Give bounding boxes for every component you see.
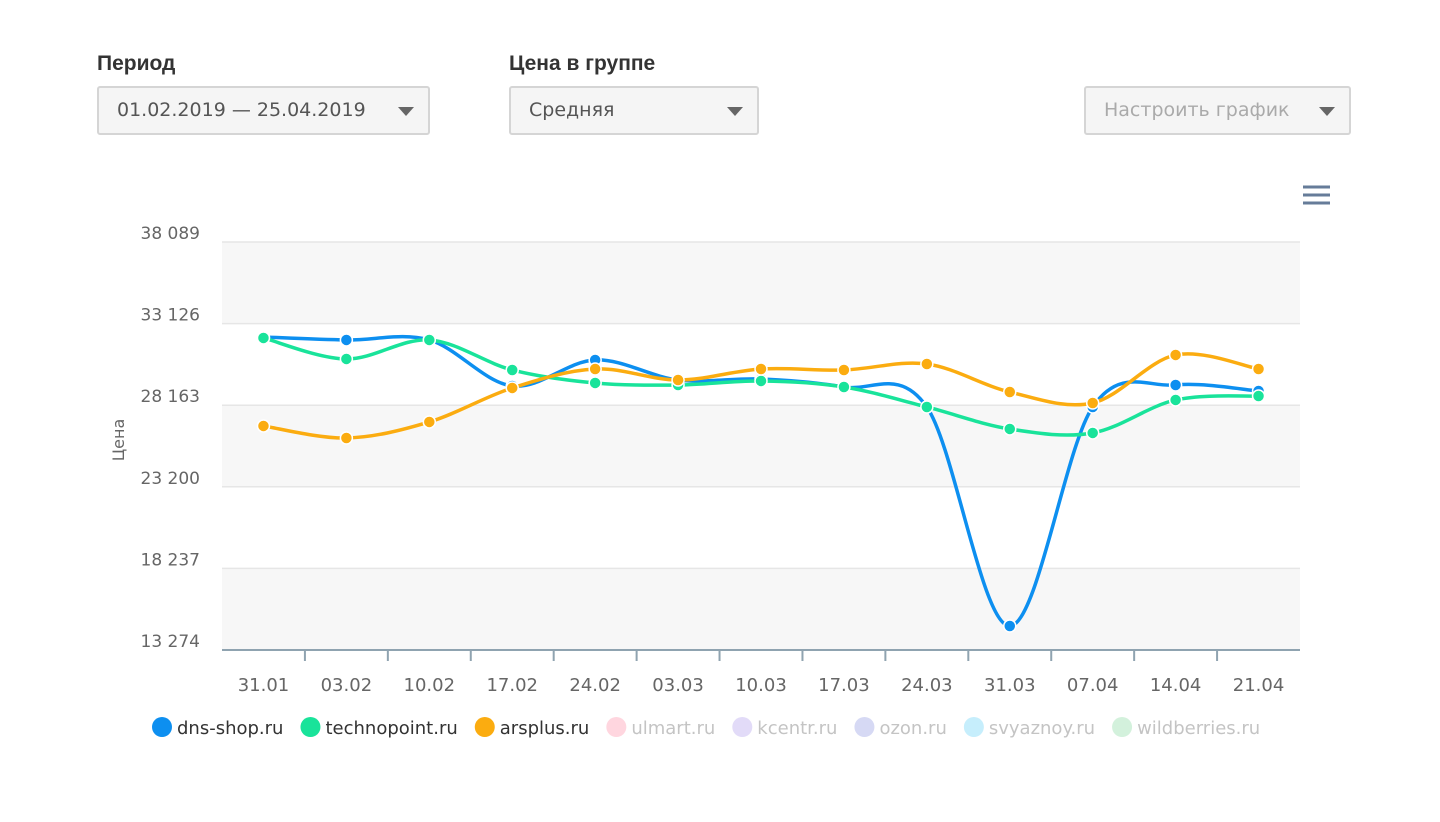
x-tick-label: 24.02 xyxy=(569,675,621,696)
legend-label: arsplus.ru xyxy=(500,718,590,739)
x-tick-label: 03.02 xyxy=(321,675,373,696)
legend-label: ulmart.ru xyxy=(631,718,715,739)
point-marker xyxy=(422,333,437,347)
x-tick-label: 14.04 xyxy=(1150,675,1202,696)
price-select[interactable]: Средняя xyxy=(509,86,759,135)
point-marker xyxy=(1168,378,1183,392)
point-marker xyxy=(1085,426,1100,440)
legend-symbol xyxy=(1112,717,1133,737)
x-tick-label: 21.04 xyxy=(1233,675,1285,696)
legend-symbol xyxy=(854,717,875,737)
point-marker xyxy=(1003,422,1017,436)
point-marker xyxy=(671,373,685,387)
point-marker xyxy=(339,352,354,366)
x-tick-label: 31.01 xyxy=(238,675,290,696)
menu-icon[interactable] xyxy=(1303,185,1330,205)
point-marker xyxy=(588,362,602,376)
legend-label: technopoint.ru xyxy=(325,718,457,739)
point-marker xyxy=(1003,385,1017,399)
point-marker xyxy=(920,357,934,371)
legend-label: dns-shop.ru xyxy=(177,718,283,739)
point-marker xyxy=(837,363,851,377)
legend-item[interactable]: svyaznoy.ru xyxy=(963,717,1095,739)
legend-label: wildberries.ru xyxy=(1137,718,1260,739)
y-tick-label: 23 200 xyxy=(141,469,200,489)
point-marker xyxy=(754,374,768,388)
point-marker xyxy=(339,333,354,347)
chart-settings-control: Настроить график xyxy=(1084,86,1351,135)
price-control: Цена в группе Средняя xyxy=(509,52,759,135)
legend-item[interactable]: ozon.ru xyxy=(854,717,947,739)
legend-symbol xyxy=(963,717,984,737)
point-marker xyxy=(588,376,602,390)
legend-item[interactable]: ulmart.ru xyxy=(606,717,715,739)
point-marker xyxy=(1251,362,1266,376)
legend-symbol xyxy=(474,717,495,737)
point-marker xyxy=(339,431,354,445)
legend-label: ozon.ru xyxy=(879,718,946,739)
point-marker xyxy=(256,419,271,433)
point-marker xyxy=(754,362,768,376)
legend-label: kcentr.ru xyxy=(757,718,837,739)
point-marker xyxy=(1003,619,1017,633)
legend-item[interactable]: kcentr.ru xyxy=(732,717,837,739)
point-marker xyxy=(505,363,519,377)
y-tick-label: 18 237 xyxy=(141,550,200,570)
control-label: Цена в группе xyxy=(509,52,656,75)
point-marker xyxy=(1168,348,1183,362)
point-marker xyxy=(920,400,934,414)
x-tick-label: 07.04 xyxy=(1067,675,1119,696)
legend-symbol xyxy=(300,717,321,737)
y-axis-label: Цена xyxy=(109,419,128,462)
point-marker xyxy=(1251,389,1266,403)
point-marker xyxy=(1085,396,1100,410)
x-tick-label: 17.02 xyxy=(486,675,538,696)
period-control: Период 01.02.2019 — 25.04.2019 xyxy=(97,52,430,135)
y-tick-label: 38 089 xyxy=(141,224,200,244)
x-tick-label: 10.02 xyxy=(404,675,456,696)
point-marker xyxy=(505,381,519,395)
y-tick-label: 13 274 xyxy=(141,632,200,652)
x-tick-label: 03.03 xyxy=(652,675,704,696)
legend-item[interactable]: arsplus.ru xyxy=(474,717,590,739)
legend-item[interactable]: wildberries.ru xyxy=(1112,717,1260,739)
point-marker xyxy=(256,331,271,345)
x-tick-label: 17.03 xyxy=(818,675,870,696)
y-tick-label: 33 126 xyxy=(141,306,200,326)
y-tick-label: 28 163 xyxy=(141,387,200,407)
point-marker xyxy=(422,415,437,429)
control-label: Период xyxy=(97,52,176,75)
legend-symbol xyxy=(732,717,753,737)
x-tick-label: 24.03 xyxy=(901,675,953,696)
plot-band xyxy=(222,568,1300,650)
point-marker xyxy=(1168,393,1183,407)
legend-item[interactable]: dns-shop.ru xyxy=(152,717,283,739)
legend-symbol xyxy=(152,717,172,737)
point-marker xyxy=(837,380,851,394)
plot-band xyxy=(222,405,1300,487)
period-select[interactable]: 01.02.2019 — 25.04.2019 xyxy=(97,86,430,135)
legend-symbol xyxy=(606,717,627,737)
x-tick-label: 10.03 xyxy=(735,675,787,696)
legend-item[interactable]: technopoint.ru xyxy=(300,717,458,739)
chart-settings-select[interactable]: Настроить график xyxy=(1084,86,1351,135)
plot-band xyxy=(222,242,1300,324)
legend-label: svyaznoy.ru xyxy=(989,718,1095,739)
x-tick-label: 31.03 xyxy=(984,675,1036,696)
